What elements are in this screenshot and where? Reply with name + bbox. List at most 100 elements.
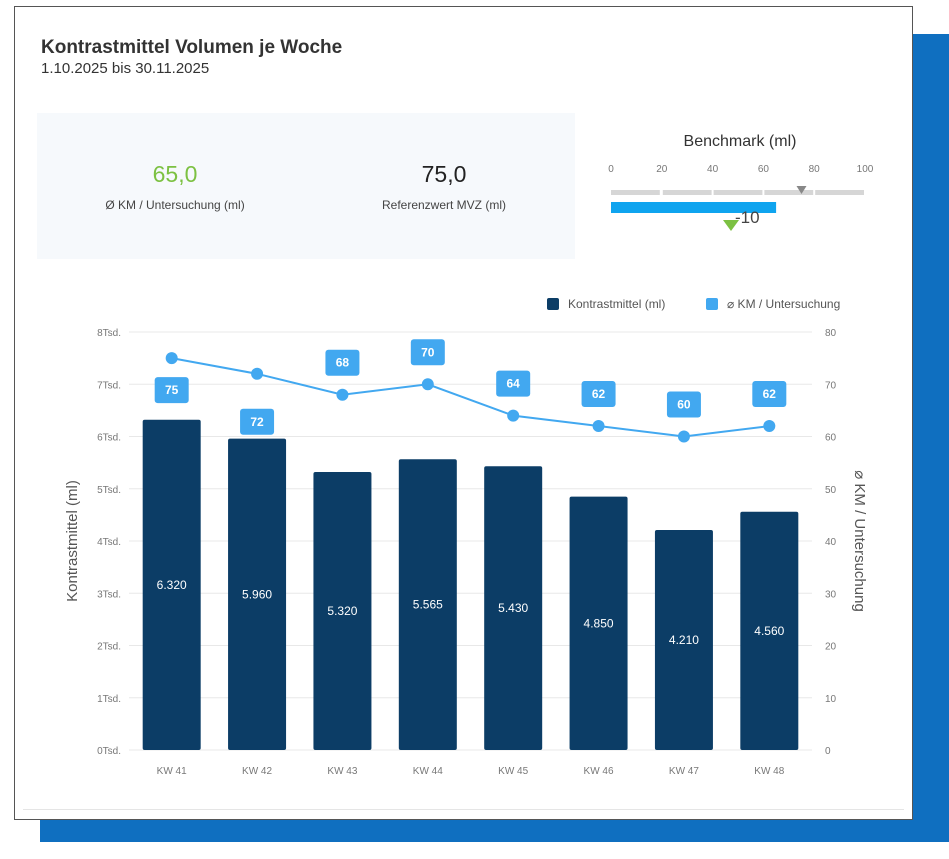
y-right-tick-label: 70 (825, 380, 837, 391)
bar-value-label: 4.560 (754, 624, 784, 638)
line-label-box (581, 381, 616, 408)
chart-title: Kontrastmittel Volumen je Woche (41, 37, 343, 58)
y-left-tick-label: 7Tsd. (97, 380, 121, 391)
benchmark-tick-label: 100 (857, 164, 874, 175)
bar (313, 472, 372, 750)
line-value-label: 75 (165, 383, 179, 397)
benchmark-tick-label: 60 (758, 164, 770, 175)
kpi-avg-label: Ø KM / Untersuchung (ml) (105, 198, 245, 212)
x-tick-label: KW 43 (327, 766, 357, 777)
line-point (507, 409, 520, 422)
y-right-tick-label: 60 (825, 433, 837, 444)
benchmark-delta: -10 (735, 208, 760, 227)
x-tick-label: KW 42 (242, 766, 272, 777)
combo-chart: 0Tsd. 1Tsd. 2Tsd. 3Tsd. 4Tsd. 5Tsd. 6Tsd. 7Tsd.… (64, 297, 868, 777)
kpi-avg-value: 65,0 (152, 161, 198, 187)
y-right-tick-label: 20 (825, 642, 837, 653)
down-triangle-icon (723, 220, 739, 231)
benchmark-scale-segment (815, 190, 864, 195)
y-right-tick-label: 0 (825, 746, 831, 757)
benchmark-scale-segment (764, 190, 814, 195)
bar-value-label: 6.320 (157, 578, 187, 592)
line-value-label: 70 (421, 345, 435, 359)
line-value-label: 62 (763, 387, 777, 401)
legend-bar-label: Kontrastmittel (ml) (568, 297, 665, 311)
line-point (421, 378, 434, 391)
chart-card: Kontrastmittel Volumen je Woche 1.10.202… (14, 6, 913, 820)
y-right-axis-title: ⌀ KM / Untersuchung (851, 470, 868, 612)
x-tick-label: KW 47 (669, 766, 699, 777)
benchmark-scale-segment (611, 190, 660, 195)
date-range: 1.10.2025 bis 30.11.2025 (41, 60, 210, 77)
y-left-axis-title: Kontrastmittel (ml) (64, 480, 81, 602)
y-right-tick-label: 40 (825, 537, 837, 548)
line-value-label: 60 (677, 398, 691, 412)
benchmark-tick-label: 40 (707, 164, 719, 175)
line-point (336, 388, 349, 401)
x-tick-label: KW 41 (157, 766, 187, 777)
bar (569, 496, 628, 750)
legend-bar-swatch (547, 298, 559, 310)
kpi-reference-card: 75,0 Referenzwert MVZ (ml) (313, 113, 575, 259)
benchmark-tick-label: 20 (656, 164, 668, 175)
benchmark-reference-marker (796, 186, 807, 194)
benchmark-tick-label: 0 (608, 164, 614, 175)
line-label-box (154, 377, 189, 404)
line-value-label: 72 (250, 415, 264, 429)
bar-value-label: 5.565 (413, 598, 443, 612)
bar-value-label: 5.320 (327, 604, 357, 618)
benchmark-gauge: 0 20 40 60 80 100 (608, 164, 874, 231)
x-tick-label: KW 45 (498, 766, 528, 777)
y-right-tick-label: 50 (825, 485, 837, 496)
line-value-label: 64 (507, 377, 521, 391)
benchmark-tick-label: 80 (809, 164, 821, 175)
bar (142, 419, 201, 750)
line-point (677, 430, 690, 443)
bar-value-label: 4.850 (584, 616, 614, 630)
kpi-avg-card: 65,0 Ø KM / Untersuchung (ml) (37, 113, 313, 259)
benchmark-title: Benchmark (ml) (683, 133, 797, 150)
y-left-tick-label: 6Tsd. (97, 433, 121, 444)
y-left-tick-label: 5Tsd. (97, 485, 121, 496)
y-left-tick-label: 4Tsd. (97, 537, 121, 548)
benchmark-scale-segment (713, 190, 763, 195)
kpi-reference-value: 75,0 (421, 161, 467, 187)
y-right-tick-label: 30 (825, 589, 837, 600)
bar-value-label: 5.960 (242, 587, 272, 601)
y-left-tick-label: 8Tsd. (97, 328, 121, 339)
y-left-tick-label: 2Tsd. (97, 642, 121, 653)
x-tick-label: KW 44 (413, 766, 443, 777)
line-label-box (410, 339, 445, 366)
legend-line-label: ⌀ KM / Untersuchung (727, 297, 840, 311)
y-left-tick-label: 0Tsd. (97, 746, 121, 757)
bar (398, 459, 457, 750)
bar (654, 530, 713, 750)
bar (484, 466, 543, 750)
y-left-tick-label: 1Tsd. (97, 694, 121, 705)
line-label-box (325, 349, 360, 376)
bar-value-label: 4.210 (669, 633, 699, 647)
card-divider (23, 809, 904, 810)
line-label-box (666, 391, 701, 418)
bar-value-label: 5.430 (498, 601, 528, 615)
line-point (165, 352, 178, 365)
benchmark-scale-segment (662, 190, 712, 195)
y-right-tick-label: 10 (825, 694, 837, 705)
line-value-label: 62 (592, 387, 606, 401)
line-value-label: 68 (336, 356, 350, 370)
line-point (592, 420, 605, 433)
y-left-tick-label: 3Tsd. (97, 589, 121, 600)
line-series (171, 357, 770, 438)
bar (740, 511, 799, 750)
bar (228, 438, 287, 750)
x-tick-label: KW 48 (754, 766, 784, 777)
y-right-tick-label: 80 (825, 328, 837, 339)
x-tick-label: KW 46 (584, 766, 614, 777)
kpi-reference-label: Referenzwert MVZ (ml) (381, 198, 506, 212)
line-point (251, 367, 264, 380)
line-label-box (496, 370, 531, 397)
line-point (763, 420, 776, 433)
benchmark-value-bar (611, 202, 777, 213)
line-label-box (240, 408, 275, 435)
line-label-box (752, 381, 787, 408)
